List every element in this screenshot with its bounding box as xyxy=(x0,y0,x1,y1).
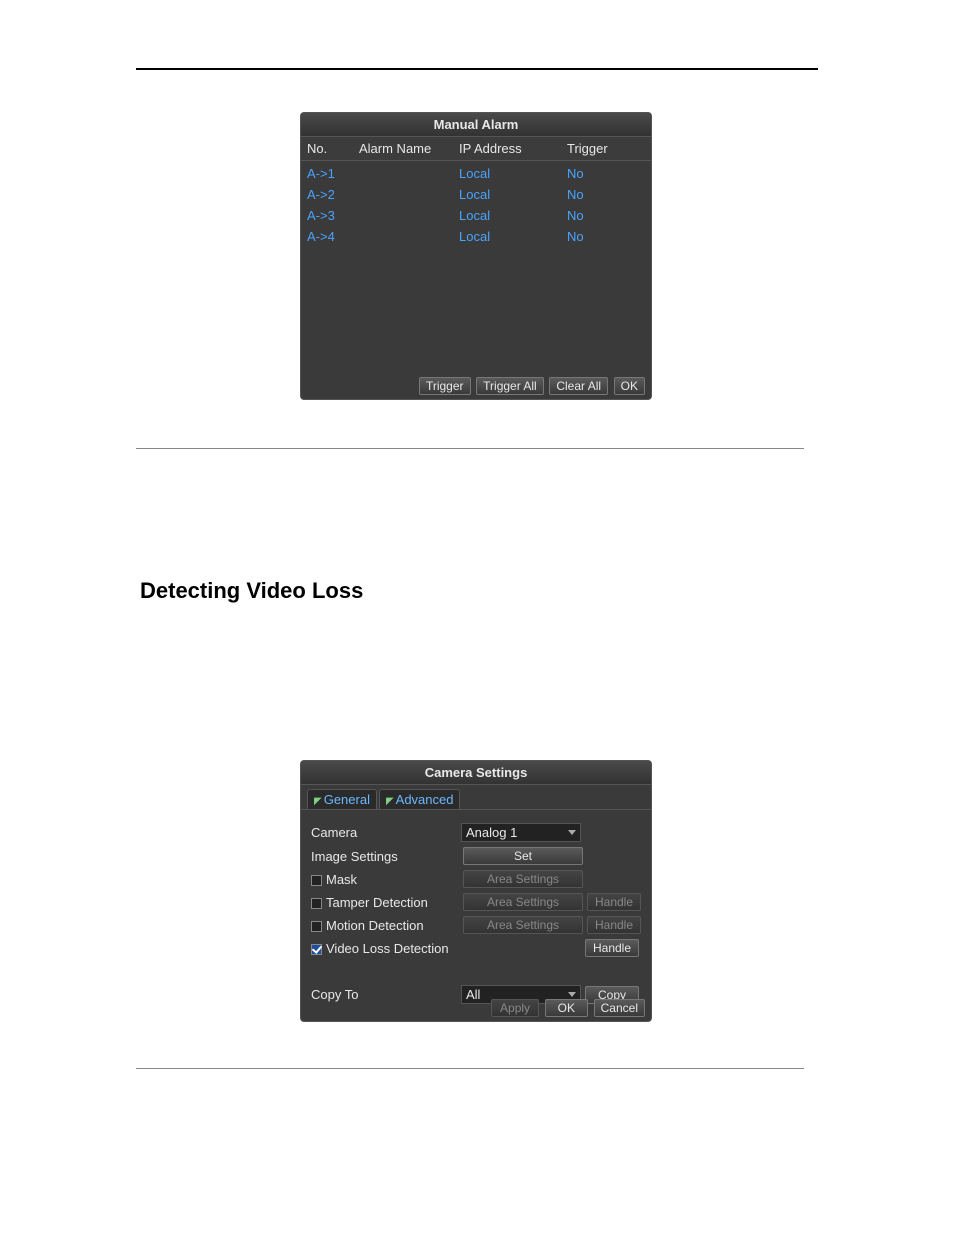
cell-name xyxy=(359,229,459,244)
cell-trigger: No xyxy=(567,208,627,223)
tamper-checkbox[interactable] xyxy=(311,898,322,909)
divider xyxy=(136,1068,804,1069)
pin-icon: ◤ xyxy=(386,796,394,807)
camera-settings-body: Camera Analog 1 Image Settings Set Mask … xyxy=(301,810,651,1017)
tamper-area-settings-button[interactable]: Area Settings xyxy=(463,893,583,911)
col-alarm-name: Alarm Name xyxy=(359,141,459,156)
tab-label: Advanced xyxy=(396,792,454,807)
cell-name xyxy=(359,166,459,181)
image-settings-label: Image Settings xyxy=(311,849,461,864)
camera-settings-footer: Apply OK Cancel xyxy=(489,999,645,1017)
camera-label: Camera xyxy=(311,825,461,840)
ok-button[interactable]: OK xyxy=(614,377,645,395)
camera-settings-title: Camera Settings xyxy=(301,761,651,785)
ok-button[interactable]: OK xyxy=(545,999,588,1017)
cell-trigger: No xyxy=(567,166,627,181)
cell-ip: Local xyxy=(459,208,567,223)
video-loss-text: Video Loss Detection xyxy=(326,941,449,956)
motion-label: Motion Detection xyxy=(311,918,461,933)
col-trigger: Trigger xyxy=(567,141,627,156)
cell-trigger: No xyxy=(567,187,627,202)
motion-checkbox[interactable] xyxy=(311,921,322,932)
manual-alarm-table-header: No. Alarm Name IP Address Trigger xyxy=(301,137,651,161)
manual-alarm-table-body: A->1 Local No A->2 Local No A->3 Local N… xyxy=(301,161,651,249)
table-row[interactable]: A->1 Local No xyxy=(307,163,645,184)
tab-bar: ◤General ◤Advanced xyxy=(301,785,651,810)
cell-ip: Local xyxy=(459,187,567,202)
table-row[interactable]: A->2 Local No xyxy=(307,184,645,205)
cancel-button[interactable]: Cancel xyxy=(594,999,645,1017)
col-no: No. xyxy=(307,141,359,156)
apply-button[interactable]: Apply xyxy=(491,999,539,1017)
motion-area-settings-button[interactable]: Area Settings xyxy=(463,916,583,934)
trigger-all-button[interactable]: Trigger All xyxy=(476,377,544,395)
tab-label: General xyxy=(324,792,370,807)
video-loss-label: Video Loss Detection xyxy=(311,941,461,956)
image-settings-set-button[interactable]: Set xyxy=(463,847,583,865)
video-loss-checkbox[interactable] xyxy=(311,944,322,955)
camera-select[interactable]: Analog 1 xyxy=(461,823,581,842)
manual-alarm-window: Manual Alarm No. Alarm Name IP Address T… xyxy=(300,112,652,400)
copy-to-value: All xyxy=(466,987,480,1002)
page-top-rule xyxy=(136,68,818,70)
table-row[interactable]: A->3 Local No xyxy=(307,205,645,226)
cell-ip: Local xyxy=(459,166,567,181)
table-row[interactable]: A->4 Local No xyxy=(307,226,645,247)
tab-general[interactable]: ◤General xyxy=(307,789,377,809)
video-loss-handle-button[interactable]: Handle xyxy=(585,939,639,957)
camera-settings-window: Camera Settings ◤General ◤Advanced Camer… xyxy=(300,760,652,1022)
cell-name xyxy=(359,208,459,223)
cell-name xyxy=(359,187,459,202)
tamper-handle-button[interactable]: Handle xyxy=(587,893,641,911)
cell-ip: Local xyxy=(459,229,567,244)
clear-all-button[interactable]: Clear All xyxy=(549,377,608,395)
tab-advanced[interactable]: ◤Advanced xyxy=(379,789,461,809)
mask-area-settings-button[interactable]: Area Settings xyxy=(463,870,583,888)
tamper-label: Tamper Detection xyxy=(311,895,461,910)
mask-text: Mask xyxy=(326,872,357,887)
manual-alarm-button-bar: Trigger Trigger All Clear All OK xyxy=(307,377,645,395)
divider xyxy=(136,448,804,449)
cell-no: A->2 xyxy=(307,187,359,202)
cell-trigger: No xyxy=(567,229,627,244)
chevron-down-icon xyxy=(568,830,576,835)
cell-no: A->4 xyxy=(307,229,359,244)
tamper-text: Tamper Detection xyxy=(326,895,428,910)
cell-no: A->1 xyxy=(307,166,359,181)
copy-to-label: Copy To xyxy=(311,987,461,1002)
manual-alarm-title: Manual Alarm xyxy=(301,113,651,137)
cell-no: A->3 xyxy=(307,208,359,223)
pin-icon: ◤ xyxy=(314,796,322,807)
motion-handle-button[interactable]: Handle xyxy=(587,916,641,934)
col-ip-address: IP Address xyxy=(459,141,567,156)
mask-checkbox[interactable] xyxy=(311,875,322,886)
chevron-down-icon xyxy=(568,992,576,997)
motion-text: Motion Detection xyxy=(326,918,424,933)
camera-select-value: Analog 1 xyxy=(466,825,517,840)
trigger-button[interactable]: Trigger xyxy=(419,377,471,395)
mask-label: Mask xyxy=(311,872,461,887)
section-heading-video-loss: Detecting Video Loss xyxy=(140,578,363,604)
